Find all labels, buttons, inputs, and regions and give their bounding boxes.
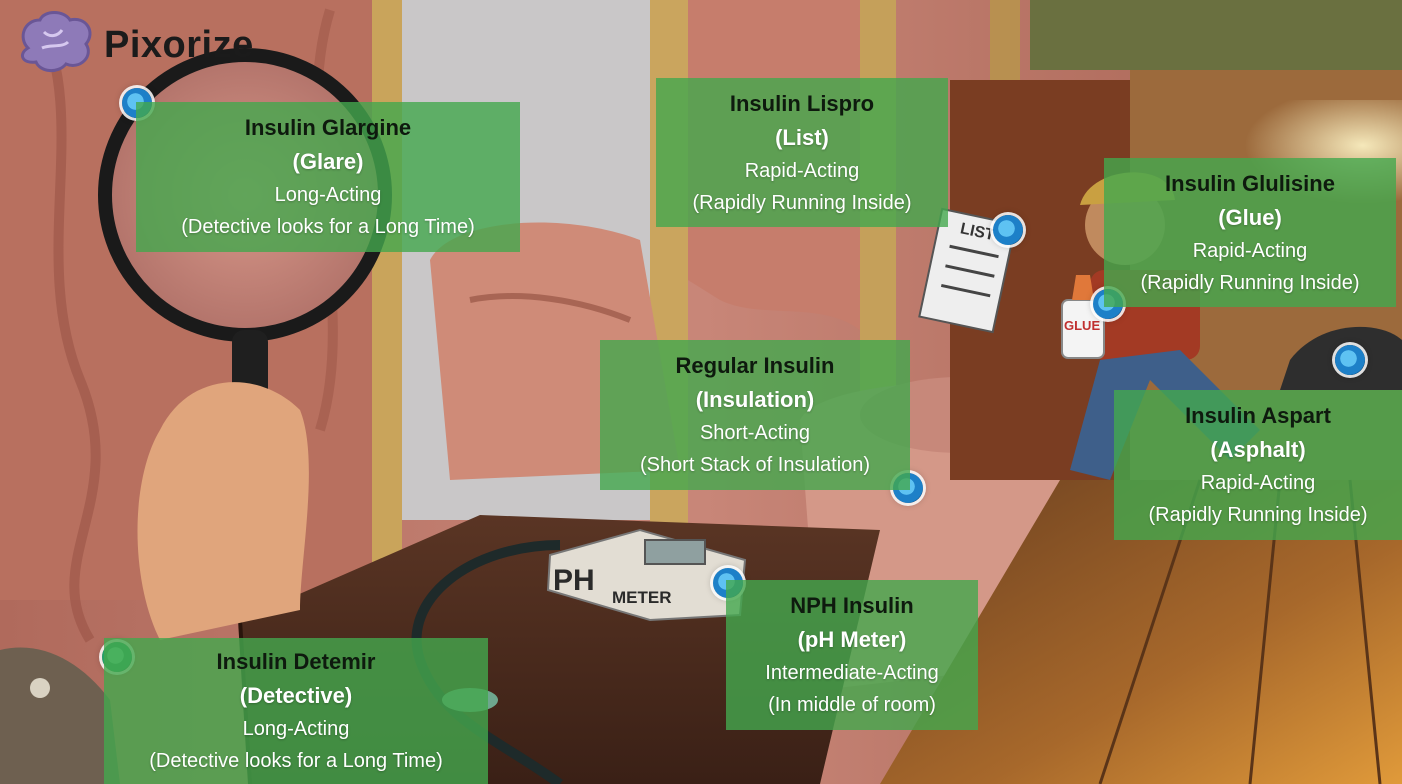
card-mnemonic: (Detective) bbox=[239, 683, 353, 708]
card-class: Long-Acting bbox=[242, 718, 350, 740]
card-mnemonic: (Glue) bbox=[1218, 204, 1282, 230]
brain-icon bbox=[14, 8, 98, 83]
ph-meter-small-label: METER bbox=[612, 588, 672, 607]
card-drug-name: Insulin Aspart bbox=[1185, 403, 1331, 428]
card-drug-name: NPH Insulin bbox=[790, 593, 914, 618]
card-glargine[interactable]: Insulin Glargine (Glare) Long-Acting (De… bbox=[136, 102, 520, 252]
card-note: (Detective looks for a Long Time) bbox=[149, 750, 443, 772]
card-mnemonic: (Asphalt) bbox=[1210, 437, 1306, 462]
card-lispro[interactable]: Insulin Lispro (List) Rapid-Acting (Rapi… bbox=[656, 78, 948, 227]
card-note: (Short Stack of Insulation) bbox=[639, 454, 871, 476]
hotspot-lispro[interactable] bbox=[993, 215, 1023, 245]
pixorize-logo[interactable]: Pixorize bbox=[14, 8, 254, 83]
card-detemir[interactable]: Insulin Detemir (Detective) Long-Acting … bbox=[104, 638, 488, 784]
card-note: (Rapidly Running Inside) bbox=[692, 191, 912, 214]
card-class: Rapid-Acting bbox=[744, 159, 860, 182]
card-class: Long-Acting bbox=[274, 184, 382, 206]
card-note: (Rapidly Running Inside) bbox=[1140, 271, 1360, 294]
card-glulisine[interactable]: Insulin Glulisine (Glue) Rapid-Acting (R… bbox=[1104, 158, 1396, 307]
card-mnemonic: (Insulation) bbox=[695, 387, 815, 412]
card-mnemonic: (Glare) bbox=[292, 149, 364, 174]
card-drug-name: Insulin Lispro bbox=[729, 90, 875, 116]
card-class: Rapid-Acting bbox=[1200, 472, 1316, 494]
card-aspart[interactable]: Insulin Aspart (Asphalt) Rapid-Acting (R… bbox=[1114, 390, 1402, 540]
card-regular[interactable]: Regular Insulin (Insulation) Short-Actin… bbox=[600, 340, 910, 490]
hotspot-aspart[interactable] bbox=[1335, 345, 1365, 375]
card-mnemonic: (List) bbox=[775, 124, 829, 150]
ph-meter-big-label: PH bbox=[553, 564, 595, 597]
card-class: Short-Acting bbox=[699, 422, 811, 444]
card-note: (In middle of room) bbox=[768, 694, 936, 716]
card-drug-name: Insulin Glulisine bbox=[1165, 170, 1335, 196]
card-class: Intermediate-Acting bbox=[765, 662, 939, 684]
brand-name: Pixorize bbox=[104, 24, 254, 66]
list-paper-label: LIST bbox=[959, 220, 997, 244]
glue-bottle-label: GLUE bbox=[1064, 318, 1100, 333]
card-nph[interactable]: NPH Insulin (pH Meter) Intermediate-Acti… bbox=[726, 580, 978, 730]
card-drug-name: Insulin Glargine bbox=[244, 115, 412, 140]
card-mnemonic: (pH Meter) bbox=[797, 627, 907, 652]
card-class: Rapid-Acting bbox=[1192, 239, 1308, 262]
card-drug-name: Insulin Detemir bbox=[216, 649, 376, 674]
card-note: (Detective looks for a Long Time) bbox=[181, 216, 475, 238]
card-drug-name: Regular Insulin bbox=[675, 353, 835, 378]
card-note: (Rapidly Running Inside) bbox=[1148, 504, 1368, 526]
